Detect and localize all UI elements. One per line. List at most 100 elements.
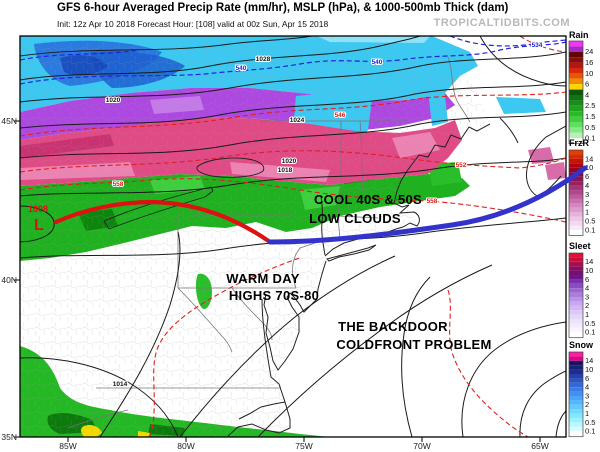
colorbar-value-label: 0.5 bbox=[585, 418, 595, 427]
colorbar-cell bbox=[569, 301, 583, 306]
colorbar-cell bbox=[569, 158, 583, 164]
map-annotation-5: COLDFRONT PROBLEM bbox=[336, 337, 491, 352]
colorbar-cell bbox=[569, 185, 583, 191]
colorbar-cell bbox=[569, 305, 583, 311]
hudson-river bbox=[320, 195, 326, 256]
colorbar-cell-zero bbox=[569, 230, 583, 236]
colorbar-cell bbox=[569, 378, 583, 383]
axis-labels: 45N 40N 35N 85W 80W 75W 70W 65W bbox=[1, 116, 548, 451]
init-forecast-valid-line: Init: 12z Apr 10 2018 Forecast Hour: [10… bbox=[57, 19, 329, 29]
contour-label-1020: 1020 bbox=[282, 158, 297, 165]
thickness-contours-blue bbox=[20, 36, 566, 85]
colorbar-cell bbox=[569, 150, 583, 155]
colorbar-value-label: 0.1 bbox=[585, 226, 595, 235]
colorbar-cell bbox=[569, 275, 583, 280]
colorbar-cell bbox=[569, 89, 583, 95]
colorbar-cell bbox=[569, 73, 583, 79]
colorbar-value-label: 0.5 bbox=[585, 319, 595, 328]
contour-label-558: 558 bbox=[427, 198, 438, 205]
colorbar-value-label: 2 bbox=[585, 400, 589, 409]
colorbar-cell bbox=[569, 283, 583, 289]
colorbar-outline bbox=[568, 351, 584, 438]
contour-label-1018: 1018 bbox=[278, 167, 293, 174]
colorbar-value-label: 14 bbox=[585, 154, 593, 163]
colorbar-cell bbox=[569, 319, 583, 324]
colorbar-cell bbox=[569, 396, 583, 401]
colorbar-cell bbox=[569, 100, 583, 106]
surface-low-label: 1008 L bbox=[28, 204, 48, 234]
colorbar-outline bbox=[568, 40, 584, 145]
colorbar-cell bbox=[569, 57, 583, 63]
colorbar-cell bbox=[569, 225, 583, 231]
colorbar-cell bbox=[569, 404, 583, 410]
map-annotation-0: COOL 40S & 50S bbox=[314, 192, 422, 207]
colorbar-cell-zero bbox=[569, 332, 583, 338]
map-annotation-4: THE BACKDOOR bbox=[338, 319, 448, 334]
colorbar-value-label: 6 bbox=[585, 374, 589, 383]
colorbar-cell bbox=[569, 68, 583, 74]
colorbar-value-label: 1 bbox=[585, 409, 589, 418]
colorbar-value-label: 10 bbox=[585, 163, 593, 172]
colorbar-cell bbox=[569, 288, 583, 293]
low-pressure-symbol: L bbox=[34, 217, 44, 234]
colorbar-cell-zero bbox=[569, 138, 583, 144]
rain-blob-east bbox=[428, 162, 462, 186]
nova-scotia bbox=[499, 117, 566, 197]
thickness-contours-red bbox=[20, 36, 566, 437]
colorbar-cell bbox=[569, 163, 583, 168]
colorbar-value-label: 10 bbox=[585, 69, 593, 78]
colorbar-cell bbox=[569, 62, 583, 68]
lon-label-65W: 65W bbox=[531, 441, 548, 451]
colorbar-cell bbox=[569, 387, 583, 392]
colorbar-value-label: 10 bbox=[585, 266, 593, 275]
colorbar-cell bbox=[569, 374, 583, 379]
colorbar-value-label: 2 bbox=[585, 301, 589, 310]
colorbar-value-label: 10 bbox=[585, 365, 593, 374]
colorbar-cell bbox=[569, 391, 583, 396]
contour-label-558: 558 bbox=[113, 181, 124, 188]
colorbar-rain: Rain 24 16 10 64 2.5 1.5 0.5 0.1 bbox=[568, 30, 595, 145]
backdoor-cold-front-line bbox=[267, 165, 588, 245]
colorbar-cell bbox=[569, 400, 583, 405]
lat-label-35N: 35N bbox=[1, 432, 17, 442]
contour-label-540: 540 bbox=[236, 65, 247, 72]
colorbar-value-label: 0.1 bbox=[585, 134, 595, 143]
colorbar-cell bbox=[569, 203, 583, 208]
colorbar-cell bbox=[569, 314, 583, 319]
colorbar-cell bbox=[569, 78, 583, 85]
colorbar-value-label: 3 bbox=[585, 391, 589, 400]
colorbar-title-snow: Snow bbox=[569, 340, 594, 350]
colorbar-value-label: 3 bbox=[585, 292, 589, 301]
colorbar-cell bbox=[569, 154, 583, 159]
colorbar-cell bbox=[569, 418, 583, 423]
colorbar-value-label: 2.5 bbox=[585, 101, 595, 110]
colorbar-cell bbox=[569, 382, 583, 388]
colorbar-cell bbox=[569, 292, 583, 297]
colorbar-value-label: 4 bbox=[585, 284, 589, 293]
colorbar-cell bbox=[569, 95, 583, 101]
colorbar-cell bbox=[569, 216, 583, 222]
colorbar-cell bbox=[569, 46, 583, 52]
colorbar-value-label: 24 bbox=[585, 47, 593, 56]
colorbar-value-label: 4 bbox=[585, 383, 589, 392]
annotations: COOL 40S & 50S LOW CLOUDS WARM DAY HIGHS 70… bbox=[226, 192, 491, 352]
colorbar-cell bbox=[569, 167, 583, 173]
colorbar-cell bbox=[569, 266, 583, 271]
lat-label-40N: 40N bbox=[1, 275, 17, 285]
contour-value-labels: 534 540 540 546 552 558 558 1028 1020 1024 1020 101… bbox=[105, 41, 544, 389]
colorbar-value-label: 3 bbox=[585, 190, 589, 199]
contour-label-552: 552 bbox=[456, 162, 467, 169]
colorbar-value-label: 4 bbox=[585, 90, 589, 99]
colorbar-cell bbox=[569, 122, 583, 128]
colorbar-value-label: 6 bbox=[585, 172, 589, 181]
colorbar-value-label: 6 bbox=[585, 275, 589, 284]
contour-label-1014: 1014 bbox=[113, 381, 128, 388]
colorbar-title-rain: Rain bbox=[569, 30, 589, 40]
colorbar-cell bbox=[569, 323, 583, 328]
colorbar-outline bbox=[568, 252, 584, 339]
colorbar-value-label: 0.1 bbox=[585, 328, 595, 337]
colorbar-cell bbox=[569, 352, 583, 357]
map-annotation-2: WARM DAY bbox=[226, 271, 299, 286]
